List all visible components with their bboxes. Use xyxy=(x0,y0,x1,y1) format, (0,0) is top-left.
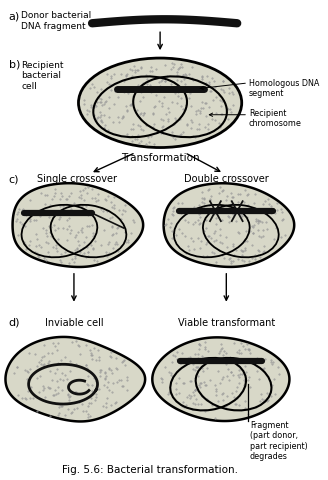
Text: d): d) xyxy=(9,318,20,327)
Text: b): b) xyxy=(9,59,20,69)
Text: Transformation: Transformation xyxy=(121,153,199,163)
Text: Recipient
chromosome: Recipient chromosome xyxy=(249,109,302,128)
Text: Homologous DNA
segment: Homologous DNA segment xyxy=(249,79,319,98)
Polygon shape xyxy=(152,337,289,421)
Text: Viable transformant: Viable transformant xyxy=(178,318,275,327)
Ellipse shape xyxy=(78,58,242,147)
Text: Fragment
(part donor,
part recipient)
degrades: Fragment (part donor, part recipient) de… xyxy=(250,421,308,461)
Polygon shape xyxy=(164,183,294,267)
Text: a): a) xyxy=(9,12,20,21)
Text: Double crossover: Double crossover xyxy=(184,174,269,184)
Text: Single crossover: Single crossover xyxy=(37,174,117,184)
Text: Fig. 5.6: Bacterial transformation.: Fig. 5.6: Bacterial transformation. xyxy=(62,465,238,475)
Polygon shape xyxy=(6,337,145,421)
Polygon shape xyxy=(12,183,143,267)
Text: Inviable cell: Inviable cell xyxy=(45,318,103,327)
Text: Donor bacterial
DNA fragment: Donor bacterial DNA fragment xyxy=(21,12,92,31)
Text: c): c) xyxy=(9,174,19,184)
Text: Recipient
bacterial
cell: Recipient bacterial cell xyxy=(21,61,64,91)
